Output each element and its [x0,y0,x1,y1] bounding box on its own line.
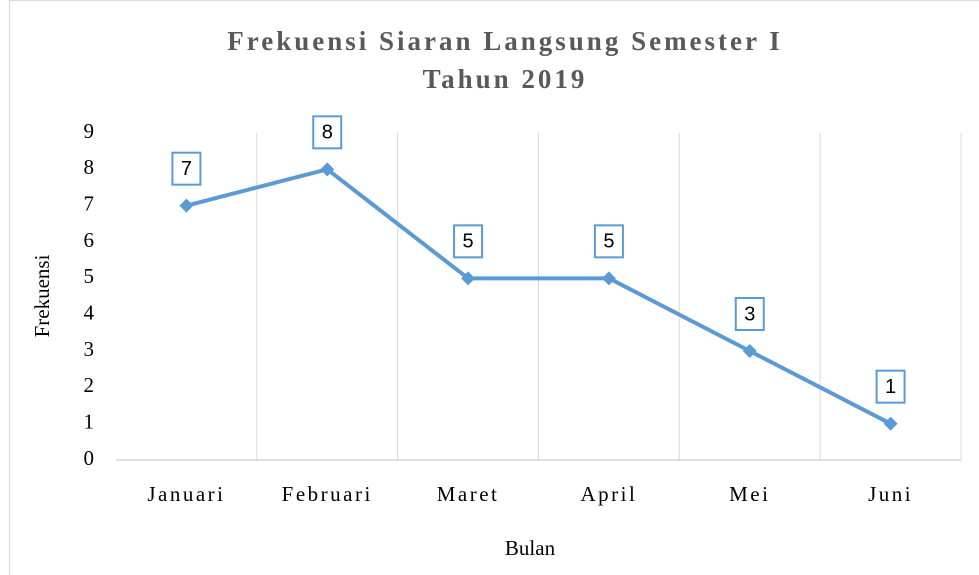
data-label-box [593,224,624,259]
series-line [185,167,892,426]
point-marker [601,271,616,286]
point-marker [179,198,194,213]
point-marker [883,416,898,431]
x-tick-label: Mei [729,482,770,506]
chart-title: Tahun 2019 [423,64,588,94]
point-marker [461,271,476,286]
y-tick-label: 9 [84,119,95,143]
data-label: 5 [463,231,474,253]
data-label: 5 [603,231,614,253]
x-tick-label: Februari [282,482,373,506]
data-label: 7 [181,158,192,180]
x-tick-label: Juni [868,482,913,506]
data-label: 1 [885,376,896,398]
y-tick-label: 6 [84,228,95,252]
y-tick-label: 1 [84,409,95,433]
chart-frame [9,0,979,575]
x-tick-label: Maret [437,482,500,506]
y-tick-label: 2 [84,373,95,397]
x-tick-label: April [581,482,638,506]
y-axis-title: Frekuensi [30,254,54,337]
x-tick-label: Januari [147,482,225,506]
x-axis-title: Bulan [505,536,556,560]
data-label-box [875,369,906,404]
data-label-box [453,224,484,259]
y-tick-label: 8 [84,155,95,179]
y-tick-label: 7 [84,191,95,215]
y-tick-label: 0 [84,446,95,470]
chart-title: Frekuensi Siaran Langsung Semester I [227,26,783,56]
point-marker [320,162,335,177]
y-tick-label: 4 [84,300,95,324]
data-label: 3 [744,303,755,325]
data-label-box [734,297,765,331]
data-label-box [171,151,202,186]
y-tick-label: 3 [84,337,95,361]
data-label: 8 [322,122,333,144]
y-tick-label: 5 [84,264,95,288]
point-marker [742,344,757,358]
data-label-box [312,115,343,150]
